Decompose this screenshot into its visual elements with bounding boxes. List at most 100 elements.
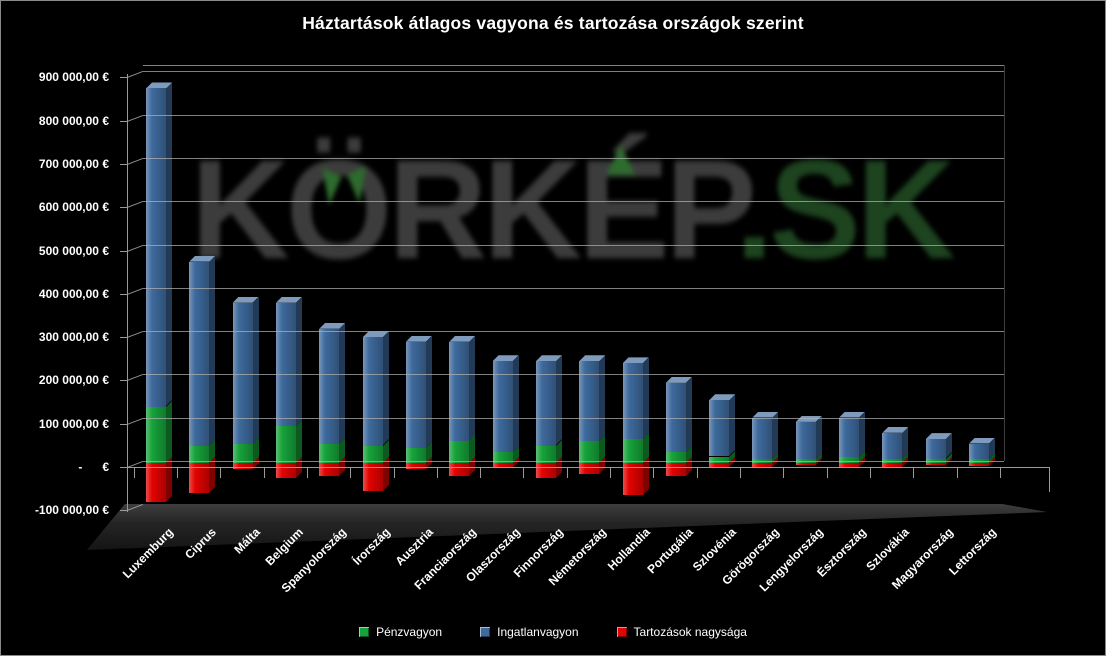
gridline — [143, 331, 1004, 333]
x-axis-tick — [653, 467, 655, 478]
legend-label: Tartozások nagysága — [633, 625, 747, 639]
bar-top-face — [795, 415, 822, 422]
bar-segment-penzvagyon-Németország — [579, 435, 606, 463]
gridline — [143, 417, 1004, 419]
bar-side-face — [339, 322, 346, 444]
x-axis-tick — [350, 467, 352, 478]
bar-top-face — [405, 335, 432, 342]
bar-segment-tartozasok-Belgium — [275, 457, 302, 479]
y-axis-tick-label: 300 000,00 € — [38, 330, 109, 345]
bar-side-face — [685, 376, 692, 453]
x-axis-tick — [740, 467, 742, 478]
gridline — [143, 114, 1004, 116]
y-axis-tick-label: 600 000,00 € — [38, 200, 109, 215]
y-axis-tick — [120, 77, 127, 79]
bar-side-face — [382, 457, 389, 492]
bar-segment-ingatlanvagyon-Lengyelország — [795, 415, 822, 459]
bar-segment-ingatlanvagyon-Németország — [579, 355, 606, 442]
legend-item-penzvagyon: Pénzvagyon — [359, 625, 442, 639]
legend-item-ingatlanvagyon: Ingatlanvagyon — [480, 625, 579, 639]
bar-segment-tartozasok-Németország — [579, 457, 606, 474]
bar-segment-tartozasok-Luxemburg — [146, 457, 172, 502]
y-axis-line — [127, 74, 128, 512]
bar-top-face — [275, 296, 302, 303]
x-axis-tick — [436, 467, 438, 478]
bar-segment-ingatlanvagyon-Belgium — [275, 296, 302, 427]
bar-segment-penzvagyon-Lettország — [969, 452, 996, 463]
x-axis-tick — [306, 467, 308, 478]
bar-segment-ingatlanvagyon-Lettország — [969, 437, 996, 459]
bar-segment-tartozasok-Spanyolország — [319, 457, 346, 476]
bar-segment-tartozasok-Írország — [362, 457, 389, 492]
legend-label: Ingatlanvagyon — [497, 625, 579, 639]
bar-segment-tartozasok-Szlovénia — [709, 457, 736, 468]
plot-ceiling-edge — [143, 65, 1004, 66]
bar-top-face — [839, 411, 866, 418]
y-axis-tick — [120, 510, 127, 512]
gridline — [143, 374, 1004, 376]
bar-top-face — [232, 296, 259, 303]
legend-swatch-blue — [480, 627, 491, 637]
bar-segment-ingatlanvagyon-Olaszország — [492, 355, 519, 453]
bar-segment-tartozasok-Franciaország — [449, 457, 476, 476]
bar-segment-ingatlanvagyon-Finnország — [535, 355, 562, 446]
x-axis-tick — [566, 467, 568, 478]
legend-swatch-red — [616, 627, 627, 637]
bar-side-face — [469, 335, 476, 442]
bar-segment-tartozasok-Ciprus — [189, 457, 216, 494]
bar-side-face — [642, 357, 649, 440]
bar-segment-ingatlanvagyon-Írország — [362, 331, 389, 446]
x-axis-tick — [523, 467, 525, 478]
bar-side-face — [512, 355, 519, 453]
bar-segment-tartozasok-Málta — [232, 457, 259, 470]
bar-top-face — [535, 355, 562, 362]
y-axis-tick — [120, 293, 127, 295]
bar-segment-penzvagyon-Észtország — [839, 450, 866, 463]
bar-segment-penzvagyon-Szlovákia — [882, 452, 909, 463]
gridline-depth-segment — [126, 244, 144, 252]
bar-segment-tartozasok-Szlovákia — [882, 457, 909, 468]
bar-top-face — [622, 357, 649, 364]
legend-item-tartozasok: Tartozások nagysága — [616, 625, 747, 639]
y-axis-tick — [120, 207, 127, 209]
bar-side-face — [555, 355, 562, 446]
bar-segment-penzvagyon-Ciprus — [189, 439, 216, 463]
x-axis-tick — [696, 467, 698, 478]
x-axis-tick — [480, 467, 482, 478]
bar-top-face — [709, 394, 736, 401]
x-axis-tick — [133, 467, 135, 478]
bar-segment-penzvagyon-Hollandia — [622, 433, 649, 463]
gridline-depth-segment — [126, 114, 144, 122]
watermark-text: KÖRKÉP — [191, 130, 739, 288]
y-axis-tick — [120, 163, 127, 165]
x-axis-tick — [176, 467, 178, 478]
y-axis-tick — [120, 467, 127, 468]
bar-segment-penzvagyon-Málta — [232, 437, 259, 463]
bar-segment-penzvagyon-Írország — [362, 439, 389, 463]
bar-segment-tartozasok-Finnország — [535, 457, 562, 479]
gridline — [143, 201, 1004, 203]
chart-3d-floor — [86, 504, 1048, 551]
plot-right-edge — [1004, 65, 1005, 461]
zero-plane-right-edge — [1049, 467, 1050, 492]
y-axis-tick-label: 700 000,00 € — [38, 156, 109, 171]
y-axis-tick — [120, 337, 127, 339]
legend-swatch-green — [359, 627, 370, 637]
bar-segment-tartozasok-Olaszország — [492, 457, 519, 468]
bar-segment-ingatlanvagyon-Spanyolország — [319, 322, 346, 444]
legend-label: Pénzvagyon — [376, 625, 443, 639]
y-axis-tick-label: 500 000,00 € — [38, 243, 109, 258]
bar-side-face — [642, 457, 649, 496]
gridline — [143, 157, 1004, 159]
bar-segment-ingatlanvagyon-Hollandia — [622, 357, 649, 440]
bar-side-face — [295, 296, 302, 427]
bar-side-face — [425, 335, 432, 448]
bar-segment-ingatlanvagyon-Portugália — [665, 376, 692, 453]
bar-top-face — [492, 355, 519, 362]
y-axis-tick-label: 900 000,00 € — [38, 70, 109, 85]
bar-segment-tartozasok-Hollandia — [622, 457, 649, 496]
bar-segment-penzvagyon-Luxemburg — [146, 400, 172, 463]
bar-top-face — [362, 331, 389, 338]
bar-segment-penzvagyon-Belgium — [275, 420, 302, 463]
gridline-depth-segment — [126, 287, 144, 295]
